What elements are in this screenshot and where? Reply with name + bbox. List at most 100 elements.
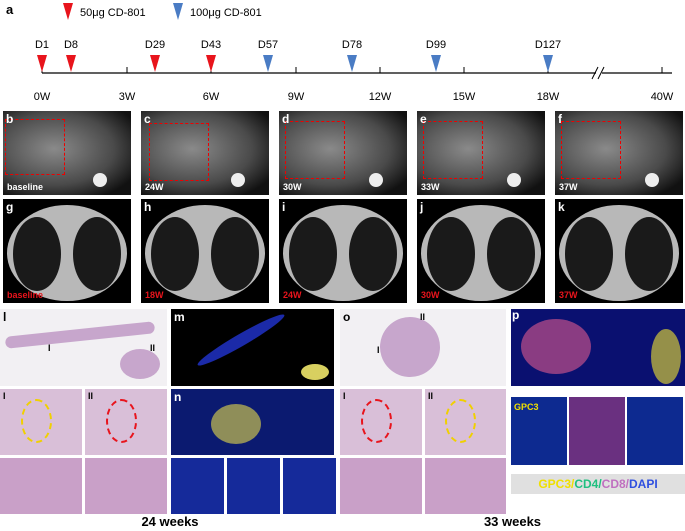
legend-label: 100μg CD-801: [190, 7, 262, 19]
time-label: 33W: [421, 182, 440, 192]
marker-legend: GPC3/CD4/CD8/DAPI: [511, 474, 685, 494]
lung: [487, 217, 535, 291]
dose-label: D57: [258, 39, 278, 51]
time-label: 37W: [559, 290, 578, 300]
fluorescence-channel: [569, 397, 625, 465]
lung: [13, 217, 61, 291]
footer-label: 33 weeks: [483, 514, 542, 529]
roi-box: [285, 121, 345, 179]
axis-break: [591, 66, 605, 80]
region-label: II: [428, 391, 434, 401]
week-label: 3W: [119, 91, 136, 103]
lung: [565, 217, 613, 291]
region-outline: [360, 399, 392, 443]
panel-letter: k: [558, 200, 565, 214]
vessel: [645, 173, 659, 187]
dose-label: D78: [342, 39, 362, 51]
dose-marker: [150, 55, 160, 72]
panel-letter: i: [282, 200, 286, 214]
region-label: I: [343, 391, 346, 401]
panel-letter: m: [174, 310, 185, 324]
histology-cells: [340, 458, 422, 514]
legend-item: GPC3/: [538, 477, 575, 491]
tissue: [120, 349, 160, 379]
dose-label: D8: [64, 39, 78, 51]
region-outline: [445, 399, 477, 443]
histology-cells: [85, 458, 167, 514]
region-label: II: [150, 343, 156, 353]
panel-letter: f: [558, 112, 562, 126]
time-label: 24W: [145, 182, 164, 192]
mri-image: f 37W: [555, 111, 683, 195]
time-label: 37W: [559, 182, 578, 192]
region-label: II: [420, 312, 426, 322]
dose-marker: [173, 3, 183, 20]
mri-image: e 33W: [417, 111, 545, 195]
region-label: I: [3, 391, 6, 401]
mri-image: b baseline: [3, 111, 131, 195]
fluorescence-channel: [171, 458, 224, 514]
region-outline: [105, 399, 137, 443]
dose-label: D43: [201, 39, 221, 51]
signal: [301, 364, 329, 380]
week-label: 15W: [453, 91, 476, 103]
tissue: [367, 309, 453, 386]
mri-image: d 30W: [279, 111, 407, 195]
lung: [427, 217, 475, 291]
region-label: I: [377, 345, 380, 355]
fluorescence-channel: [627, 397, 683, 465]
panel-letter: l: [3, 310, 7, 324]
time-label: 30W: [421, 290, 440, 300]
dose-label: D29: [145, 39, 165, 51]
dose-marker: [263, 55, 273, 72]
fluorescence-zoom: n: [171, 389, 334, 455]
week-label: 40W: [651, 91, 674, 103]
dose-marker: [543, 55, 553, 72]
fluorescence-overview: p: [511, 309, 685, 386]
histology-overview: o I II: [340, 309, 506, 386]
lung: [151, 217, 199, 291]
legend-label: 50μg CD-801: [80, 7, 146, 19]
roi-box: [149, 123, 209, 181]
histology-cells: [425, 458, 506, 514]
time-label: baseline: [7, 182, 44, 192]
panel-letter: h: [144, 200, 152, 214]
fluorescence-channel: [227, 458, 280, 514]
dose-marker: [431, 55, 441, 72]
time-label: 24W: [283, 290, 302, 300]
panel-letter: c: [144, 112, 151, 126]
week-label: 18W: [537, 91, 560, 103]
region-label: I: [48, 343, 51, 353]
fluorescence-channel: [511, 397, 567, 465]
roi-box: [5, 119, 65, 175]
panel-letter: n: [174, 390, 182, 404]
histology-zoom: I: [0, 389, 82, 455]
signal: [651, 329, 681, 384]
dose-marker: [63, 3, 73, 20]
dose-label: D99: [426, 39, 446, 51]
ct-image: k 37W: [555, 199, 683, 303]
lung: [289, 217, 337, 291]
signal: [211, 404, 261, 444]
time-label: 18W: [145, 290, 164, 300]
legend-item: CD4/: [574, 477, 602, 491]
dose-marker: [347, 55, 357, 72]
dose-label: D127: [535, 39, 561, 51]
fluorescence-overview: m: [171, 309, 334, 386]
roi-box: [561, 121, 621, 179]
lung: [349, 217, 397, 291]
lung: [625, 217, 673, 291]
time-label: baseline: [7, 290, 44, 300]
panel-letter: o: [343, 310, 351, 324]
panel-letter: g: [6, 200, 14, 214]
marker-title: GPC3: [514, 402, 539, 412]
ct-image: h 18W: [141, 199, 269, 303]
histology-zoom: II: [425, 389, 506, 455]
panel-letter: d: [282, 112, 290, 126]
vessel: [231, 173, 245, 187]
lung: [211, 217, 259, 291]
ct-image: i 24W: [279, 199, 407, 303]
histology-overview: l I II: [0, 309, 167, 386]
week-label: 0W: [34, 91, 51, 103]
